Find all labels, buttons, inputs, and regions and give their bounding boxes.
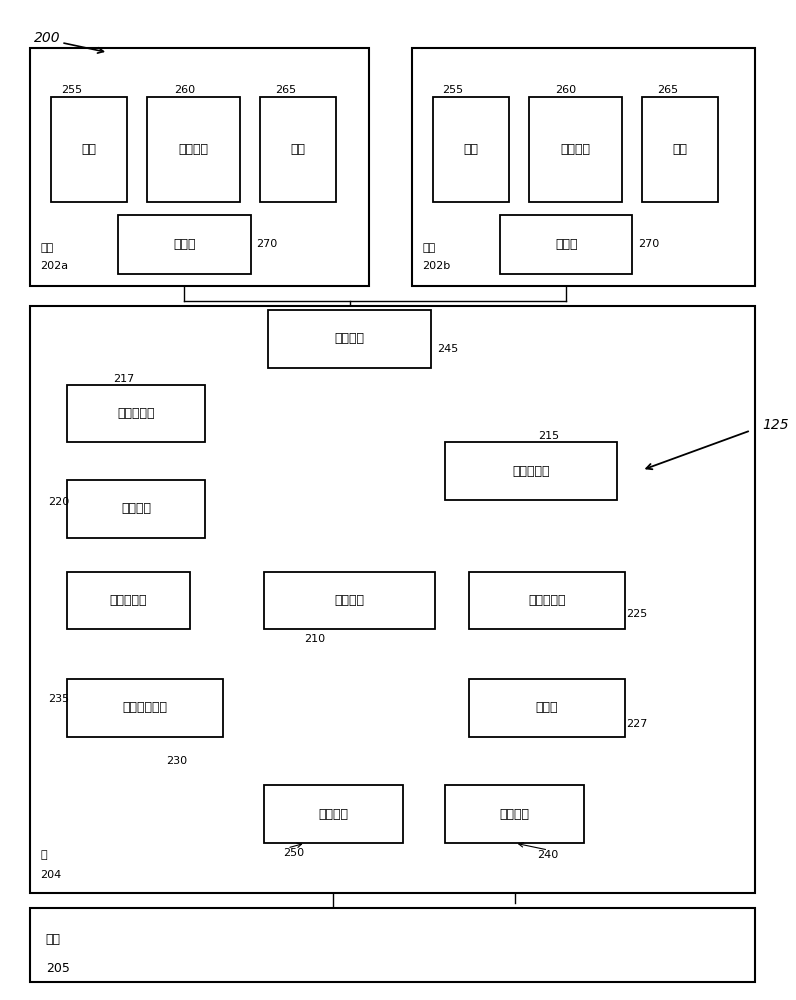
Bar [446, 442, 617, 500]
Text: 盒接口: 盒接口 [173, 238, 196, 251]
Text: 内部部件: 内部部件 [178, 143, 209, 156]
Text: 内部部件: 内部部件 [560, 143, 591, 156]
Text: 无线电设备: 无线电设备 [117, 407, 154, 420]
Text: 215: 215 [537, 431, 559, 441]
Text: 125: 125 [763, 418, 789, 432]
Text: 200: 200 [34, 31, 60, 45]
Bar [412, 48, 755, 286]
Bar [67, 480, 205, 538]
Text: 盒: 盒 [40, 850, 47, 860]
Bar [67, 572, 189, 629]
Text: 电源接口: 电源接口 [318, 808, 348, 821]
Text: 265: 265 [275, 85, 296, 95]
Bar [469, 679, 625, 737]
Bar [529, 97, 622, 202]
Text: 耳塞: 耳塞 [422, 243, 435, 253]
Text: 265: 265 [657, 85, 678, 95]
Bar [446, 785, 584, 843]
Bar [51, 97, 127, 202]
Text: 235: 235 [48, 694, 69, 704]
Text: 210: 210 [304, 634, 325, 644]
Text: 盒充电电路: 盒充电电路 [528, 594, 565, 607]
Text: 耳塞: 耳塞 [40, 243, 53, 253]
Text: 输入: 输入 [463, 143, 478, 156]
Text: 260: 260 [174, 85, 195, 95]
Text: 耳塞检测器: 耳塞检测器 [513, 465, 550, 478]
Text: 255: 255 [443, 85, 464, 95]
Bar [67, 385, 205, 442]
Text: 260: 260 [556, 85, 577, 95]
Text: 217: 217 [113, 374, 135, 384]
Text: 盖传感器: 盖传感器 [121, 502, 151, 515]
Text: 盒电池: 盒电池 [536, 701, 558, 714]
Bar [469, 572, 625, 629]
Text: 270: 270 [638, 239, 659, 249]
Bar [67, 679, 223, 737]
Text: 230: 230 [166, 756, 188, 766]
Text: 204: 204 [40, 870, 61, 880]
Bar [433, 97, 509, 202]
Text: 250: 250 [283, 848, 304, 858]
Text: 耳塞充电电路: 耳塞充电电路 [122, 701, 167, 714]
Bar [642, 97, 718, 202]
Text: 202b: 202b [422, 261, 451, 271]
Text: 205: 205 [45, 962, 69, 975]
Bar [263, 785, 403, 843]
Text: 用户输入: 用户输入 [500, 808, 530, 821]
Bar [267, 310, 431, 368]
Text: 255: 255 [60, 85, 82, 95]
Bar [260, 97, 336, 202]
Text: 220: 220 [48, 497, 69, 507]
Bar [118, 215, 251, 274]
Text: 输入: 输入 [82, 143, 97, 156]
Text: 202a: 202a [40, 261, 68, 271]
Text: 输出: 输出 [291, 143, 306, 156]
Text: 240: 240 [537, 850, 559, 860]
Bar [30, 48, 369, 286]
Text: 电源: 电源 [45, 933, 60, 946]
Text: 充电指示器: 充电指示器 [110, 594, 147, 607]
Text: 耳塞接口: 耳塞接口 [334, 332, 365, 345]
Text: 盒接口: 盒接口 [555, 238, 577, 251]
Bar [147, 97, 240, 202]
Text: 245: 245 [438, 344, 458, 354]
Text: 270: 270 [256, 239, 277, 249]
Text: 盒处理器: 盒处理器 [334, 594, 365, 607]
Text: 输出: 输出 [673, 143, 688, 156]
Bar [263, 572, 435, 629]
Bar [30, 306, 755, 893]
Text: 227: 227 [626, 719, 648, 729]
Bar [30, 908, 755, 982]
Bar [500, 215, 632, 274]
Text: 225: 225 [626, 609, 647, 619]
